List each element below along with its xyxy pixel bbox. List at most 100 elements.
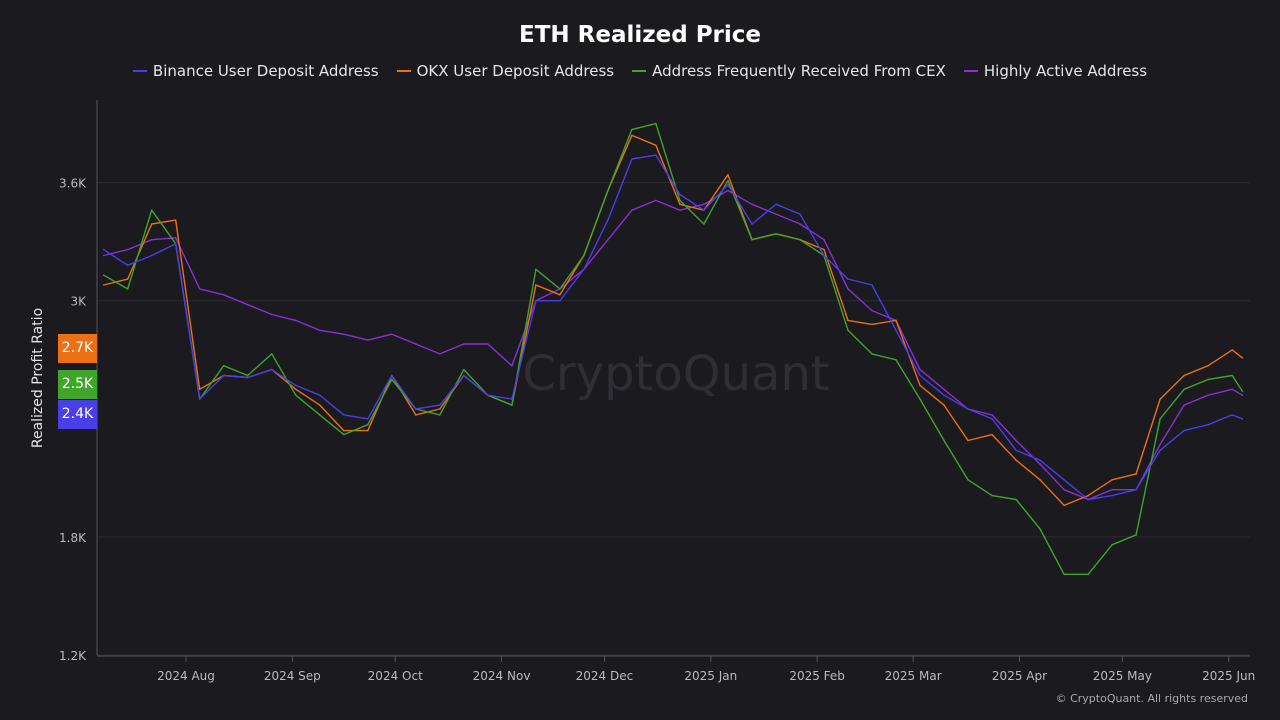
- data-point: [1241, 418, 1244, 420]
- data-point: [751, 223, 753, 225]
- data-point: [174, 236, 177, 239]
- legend-item-cex[interactable]: Address Frequently Received From CEX: [632, 62, 946, 80]
- legend: Binance User Deposit Address OKX User De…: [0, 62, 1280, 80]
- data-point: [150, 209, 153, 212]
- data-point: [463, 374, 465, 377]
- data-point: [751, 203, 753, 206]
- data-point: [655, 154, 657, 156]
- data-point: [895, 358, 897, 361]
- data-point: [991, 414, 993, 416]
- data-point: [294, 388, 297, 391]
- legend-item-active[interactable]: Highly Active Address: [963, 62, 1147, 80]
- x-tick-label: 2024 Oct: [368, 669, 423, 683]
- y-tick-label: 3K: [70, 295, 87, 309]
- data-point: [439, 408, 441, 410]
- legend-item-binance[interactable]: Binance User Deposit Address: [132, 62, 379, 80]
- data-point: [222, 374, 225, 377]
- data-point: [895, 319, 897, 322]
- data-point: [1207, 378, 1209, 381]
- data-point: [847, 319, 849, 322]
- data-point: [1231, 414, 1233, 416]
- x-tick-label: 2024 Nov: [473, 669, 531, 683]
- data-point: [439, 414, 441, 416]
- data-point: [439, 353, 441, 355]
- data-point: [991, 494, 993, 497]
- data-point: [775, 233, 777, 235]
- data-point: [1111, 479, 1113, 481]
- data-point: [391, 333, 393, 336]
- series-line-3: [103, 189, 1243, 501]
- data-point: [102, 254, 105, 257]
- data-point: [727, 189, 729, 192]
- data-point: [919, 368, 921, 371]
- data-point: [799, 223, 801, 225]
- data-point: [847, 329, 849, 332]
- data-point: [655, 144, 657, 147]
- data-point: [318, 404, 321, 406]
- data-point: [126, 248, 129, 251]
- data-point: [871, 323, 873, 326]
- data-point: [366, 429, 369, 432]
- data-point: [222, 364, 225, 367]
- data-point: [1183, 429, 1185, 432]
- last-value-badge-cex: 2.5K: [58, 370, 97, 399]
- legend-swatch: [132, 70, 147, 72]
- data-point: [1159, 443, 1161, 446]
- data-point: [631, 128, 633, 131]
- legend-swatch: [632, 70, 647, 72]
- legend-item-okx[interactable]: OKX User Deposit Address: [396, 62, 614, 80]
- data-point: [246, 303, 249, 306]
- data-point: [487, 394, 489, 397]
- data-point: [511, 404, 513, 406]
- data-point: [631, 158, 633, 160]
- data-point: [943, 388, 945, 391]
- data-point: [823, 238, 825, 241]
- last-value-badge-okx: 2.7K: [58, 334, 97, 363]
- data-point: [487, 343, 489, 345]
- last-value-badge-binance: 2.4K: [58, 400, 97, 429]
- chart-title: ETH Realized Price: [518, 22, 762, 48]
- data-point: [270, 313, 273, 316]
- data-point: [174, 219, 177, 221]
- data-point: [631, 209, 633, 212]
- data-point: [1039, 459, 1041, 461]
- data-point: [1241, 394, 1244, 397]
- data-point: [1015, 498, 1017, 501]
- data-point: [150, 223, 153, 225]
- data-point: [607, 189, 609, 192]
- data-point: [342, 414, 345, 416]
- data-point: [775, 213, 777, 215]
- data-point: [366, 339, 369, 341]
- x-tick-label: 2025 Apr: [992, 669, 1047, 683]
- data-point: [943, 439, 945, 442]
- data-point: [919, 398, 921, 400]
- x-tick-label: 2025 May: [1093, 669, 1152, 683]
- data-point: [607, 238, 609, 241]
- data-point: [727, 183, 729, 186]
- data-point: [1039, 479, 1041, 481]
- x-tick-label: 2025 Feb: [789, 669, 845, 683]
- data-point: [679, 203, 681, 206]
- data-point: [775, 203, 777, 206]
- data-point: [895, 329, 897, 332]
- data-point: [318, 414, 321, 416]
- data-point: [1241, 357, 1244, 359]
- data-point: [126, 264, 129, 267]
- data-point: [559, 288, 561, 290]
- data-point: [967, 439, 969, 442]
- data-point: [246, 376, 249, 379]
- data-point: [1063, 488, 1065, 491]
- data-point: [823, 248, 825, 251]
- data-point: [727, 179, 729, 182]
- data-point: [1231, 388, 1233, 391]
- data-point: [1207, 364, 1209, 367]
- data-point: [511, 398, 513, 400]
- data-point: [391, 374, 393, 377]
- data-point: [1135, 473, 1137, 475]
- data-point: [679, 209, 681, 212]
- data-point: [1183, 388, 1185, 391]
- data-point: [655, 122, 657, 125]
- data-point: [751, 238, 753, 241]
- data-point: [1087, 494, 1089, 497]
- data-point: [174, 242, 177, 245]
